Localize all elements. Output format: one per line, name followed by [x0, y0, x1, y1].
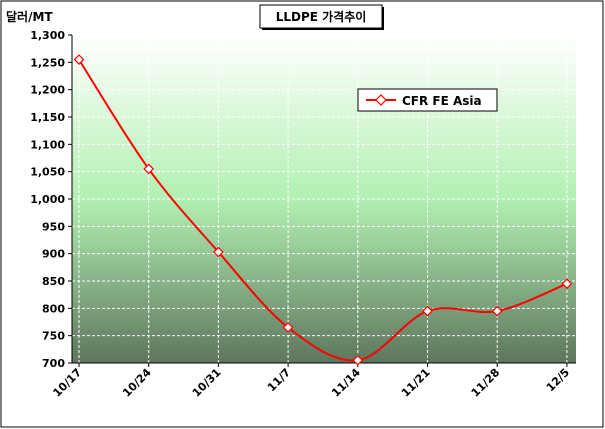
y-tick-label: 1,000 [30, 193, 65, 206]
data-point-marker [352, 354, 364, 366]
chart-title-box: LLDPE 가격추이 [259, 4, 384, 30]
data-point-marker [282, 322, 294, 333]
data-point-marker [561, 278, 573, 290]
y-tick-label: 850 [42, 275, 65, 288]
data-point-marker [143, 163, 155, 175]
legend-label: CFR FE Asia [402, 94, 482, 108]
data-point-marker [491, 305, 503, 317]
y-tick-label: 900 [42, 248, 65, 261]
y-tick-label: 1,050 [30, 166, 65, 179]
legend-marker [375, 94, 387, 106]
data-point-marker [422, 305, 433, 317]
y-tick-label: 1,250 [30, 56, 65, 69]
data-point-marker [73, 54, 85, 65]
y-tick-label: 700 [42, 357, 65, 370]
y-tick-label: 1,300 [30, 29, 65, 42]
legend: CFR FE Asia [357, 88, 498, 112]
y-tick-label: 1,150 [30, 111, 65, 124]
y-tick-label: 1,100 [30, 138, 65, 151]
y-tick-label: 1,200 [30, 84, 65, 97]
y-axis-ticks: 700 750 800 850 900 950 1,000 1,050 1,100 1,150 1,… [30, 29, 72, 370]
data-point-marker [213, 246, 224, 258]
y-tick-label: 950 [42, 220, 65, 233]
y-tick-label: 800 [42, 302, 65, 315]
y-axis-unit-label: 달러/MT [6, 9, 53, 24]
y-tick-label: 750 [42, 330, 65, 343]
chart-title: LLDPE 가격추이 [276, 9, 367, 24]
series-group [73, 54, 573, 366]
